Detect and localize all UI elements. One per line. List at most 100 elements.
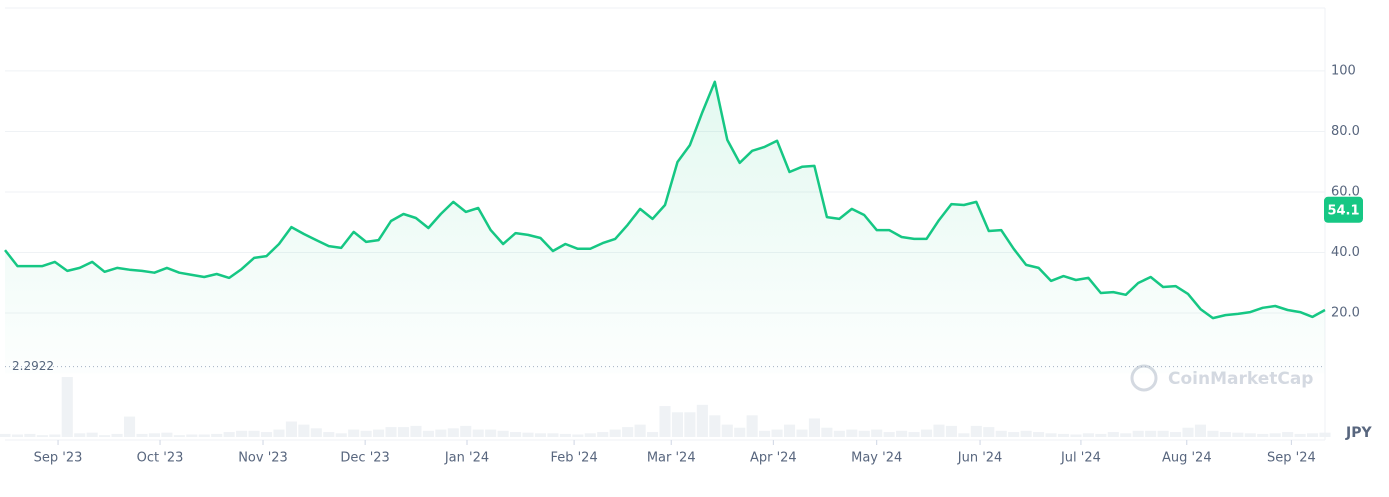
x-tick-label: Apr '24 — [750, 451, 797, 466]
volume-bar — [534, 433, 547, 437]
volume-bar — [36, 435, 48, 437]
volume-bar — [173, 435, 185, 437]
volume-bar — [646, 432, 659, 437]
volume-bar — [1170, 432, 1182, 437]
volume-bar — [821, 427, 833, 437]
volume-bar — [99, 435, 111, 437]
volume-bar — [995, 430, 1007, 437]
volume-bar — [871, 429, 883, 437]
volume-bar — [721, 424, 733, 437]
volume-bar — [634, 424, 646, 437]
volume-bar — [323, 432, 335, 437]
volume-bar — [833, 430, 845, 437]
volume-bar — [584, 433, 596, 437]
volume-bar — [896, 430, 908, 437]
volume-bar — [0, 433, 11, 437]
volume-bar — [373, 429, 385, 437]
volume-bar — [397, 427, 410, 437]
volume-bar — [1257, 433, 1269, 437]
volume-bar — [1207, 430, 1219, 437]
volume-bar — [460, 425, 472, 437]
volume-bar — [983, 427, 995, 437]
volume-bar — [410, 425, 422, 437]
volume-bar — [223, 432, 235, 437]
x-tick-label: Feb '24 — [550, 451, 597, 466]
price-area — [5, 81, 1325, 374]
price-line — [4, 80, 1326, 320]
volume-bar — [933, 424, 945, 437]
volume-bar — [920, 429, 933, 437]
y-tick-label: 40.0 — [1331, 245, 1360, 260]
volume-bar — [1020, 430, 1032, 437]
x-tick-label: Mar '24 — [647, 451, 696, 466]
volume-bar — [148, 433, 160, 437]
volume-bar — [497, 430, 509, 437]
volume-bar — [510, 432, 522, 437]
volume-bar — [559, 433, 571, 437]
volume-bar — [11, 434, 24, 437]
volume-bar — [1244, 433, 1256, 437]
y-tick-label: 20.0 — [1331, 305, 1360, 320]
volume-bar — [734, 427, 746, 437]
volume-bar — [447, 428, 459, 437]
volume-bar — [1269, 433, 1281, 437]
volume-bar — [622, 427, 634, 437]
x-tick-label: Jan '24 — [444, 451, 489, 466]
volume-bar — [684, 412, 696, 437]
volume-bar — [273, 429, 285, 437]
volume-bar — [1145, 430, 1157, 437]
volume-bar — [298, 424, 310, 437]
volume-bar — [771, 429, 783, 437]
volume-bar — [522, 432, 534, 437]
volume-bar — [597, 432, 609, 437]
volume-bar — [1095, 433, 1107, 437]
volume-bar — [1008, 432, 1020, 437]
x-tick-label: Jul '24 — [1060, 451, 1101, 466]
price-tag-label: 54.1 — [1327, 203, 1359, 218]
volume-bar — [671, 412, 684, 437]
volume-bar — [111, 433, 123, 437]
volume-bar — [796, 429, 808, 437]
volume-bar — [1157, 430, 1169, 437]
volume-bar — [1219, 432, 1231, 437]
watermark: CoinMarketCap — [1168, 369, 1313, 389]
volume-bar — [435, 429, 447, 437]
volume-bar — [186, 434, 198, 437]
volume-bar — [422, 430, 434, 437]
volume-bar — [472, 429, 484, 437]
volume-bar — [335, 433, 347, 437]
volume-bar — [696, 404, 708, 437]
volume-bar — [285, 421, 297, 437]
volume-bar — [1306, 433, 1319, 437]
volume-bar — [49, 434, 61, 437]
x-tick-label: Sep '23 — [34, 451, 83, 466]
x-tick-label: Oct '23 — [137, 451, 184, 466]
volume-bar — [1232, 432, 1244, 437]
y-tick-label: 60.0 — [1331, 184, 1360, 199]
volume-bar — [86, 432, 98, 437]
volume-bar — [1194, 424, 1207, 437]
volume-bar — [61, 377, 73, 437]
volume-bar — [198, 434, 210, 437]
volume-bar — [945, 425, 957, 437]
volume-bar — [883, 432, 895, 437]
volume-bar — [659, 406, 671, 437]
volume-bar — [572, 434, 584, 437]
volume-bar — [846, 429, 858, 437]
volume-bar — [1120, 433, 1132, 437]
volume-bar — [161, 432, 173, 437]
volume-bar — [609, 429, 621, 437]
volume-bar — [310, 428, 322, 437]
x-tick-label: Nov '23 — [238, 451, 288, 466]
x-tick-label: Aug '24 — [1162, 451, 1212, 466]
volume-bar — [858, 430, 870, 437]
y-tick-label: 100 — [1331, 63, 1356, 78]
volume-bar — [746, 415, 758, 437]
volume-bar — [211, 433, 223, 437]
volume-bar — [1033, 432, 1045, 437]
x-tick-label: Dec '23 — [340, 451, 389, 466]
currency-label: JPY — [1345, 425, 1372, 441]
price-tag — [1324, 196, 1363, 223]
volume-bar — [136, 433, 148, 437]
